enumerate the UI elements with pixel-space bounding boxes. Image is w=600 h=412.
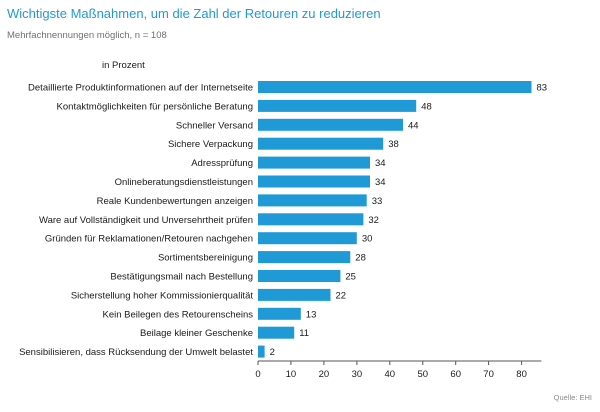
bar	[258, 213, 364, 226]
x-tick-label: 10	[286, 369, 297, 380]
bar	[258, 175, 370, 188]
bar	[258, 345, 265, 358]
bar-group	[258, 81, 532, 358]
x-tick-label: 70	[483, 369, 494, 380]
value-label: 22	[336, 290, 347, 301]
category-label: Sortimentsbereinigung	[158, 253, 253, 264]
bar	[258, 156, 370, 169]
category-label: Ware auf Vollständigkeit und Unversehrth…	[39, 215, 253, 226]
value-label: 34	[375, 177, 386, 188]
value-label: 30	[362, 234, 373, 245]
category-label: Kontaktmöglichkeiten für persönliche Ber…	[57, 101, 253, 112]
bar	[258, 326, 295, 339]
value-label: 48	[421, 101, 432, 112]
category-label: Onlineberatungsdienstleistungen	[115, 177, 253, 188]
category-labels: Detaillierte Produktinformationen auf de…	[19, 83, 253, 359]
value-label: 38	[388, 139, 399, 150]
bar	[258, 232, 357, 245]
bar	[258, 307, 301, 320]
category-label: Sensibilisieren, dass Rücksendung der Um…	[19, 347, 253, 358]
value-label: 83	[537, 83, 548, 94]
x-tick-label: 40	[385, 369, 396, 380]
value-label: 11	[299, 328, 309, 339]
bar	[258, 99, 417, 112]
x-tick-label: 80	[516, 369, 527, 380]
x-tick-label: 30	[352, 369, 363, 380]
category-label: Beilage kleiner Geschenke	[140, 328, 253, 339]
category-label: Detaillierte Produktinformationen auf de…	[28, 83, 253, 94]
unit-label: in Prozent	[102, 60, 145, 71]
value-label: 44	[408, 120, 419, 131]
source-note: Quelle: EHI	[553, 393, 592, 402]
x-tick-label: 60	[450, 369, 461, 380]
x-tick-label: 50	[418, 369, 429, 380]
category-label: Kein Beilegen des Retourenscheins	[102, 309, 253, 320]
bar	[258, 137, 384, 150]
category-label: Adressprüfung	[191, 158, 253, 169]
bar	[258, 288, 331, 301]
x-tick-label: 0	[255, 369, 260, 380]
value-label: 25	[345, 272, 356, 283]
bar	[258, 251, 351, 264]
value-label: 2	[270, 347, 275, 358]
x-axis: 0 10 20 30 40 50 60 70 80	[255, 360, 542, 380]
chart-subtitle: Mehrfachnennungen möglich, n = 108	[7, 30, 167, 41]
category-label: Sichere Verpackung	[168, 139, 253, 150]
category-label: Gründen für Reklamationen/Retouren nachg…	[45, 234, 253, 245]
value-label: 32	[368, 215, 379, 226]
category-label: Schneller Versand	[176, 120, 253, 131]
value-label: 34	[375, 158, 386, 169]
bar	[258, 270, 341, 282]
value-label: 28	[355, 253, 366, 264]
bar	[258, 194, 367, 207]
value-label: 13	[306, 309, 317, 320]
chart-title: Wichtigste Maßnahmen, um die Zahl der Re…	[7, 6, 381, 21]
bar	[258, 118, 403, 131]
value-label: 33	[372, 196, 383, 207]
category-label: Bestätigungsmail nach Bestellung	[110, 272, 253, 283]
bar	[258, 81, 532, 93]
x-tick-label: 20	[319, 369, 330, 380]
category-label: Reale Kundenbewertungen anzeigen	[97, 196, 253, 207]
category-label: Sicherstellung hoher Kommissionierqualit…	[71, 290, 254, 301]
